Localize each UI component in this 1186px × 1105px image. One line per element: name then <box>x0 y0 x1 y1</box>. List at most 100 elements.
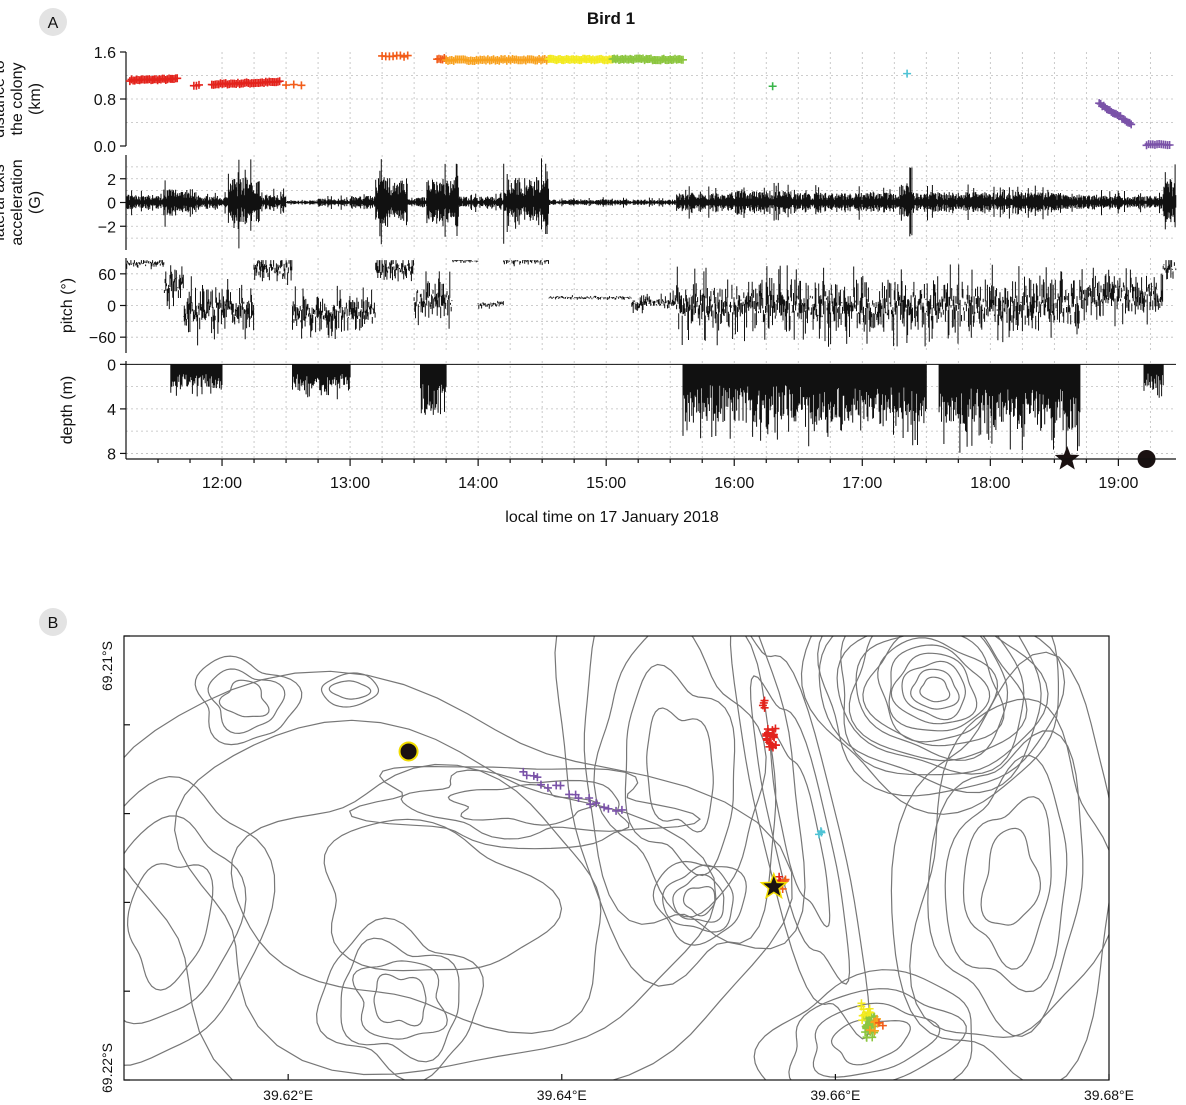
contour-line <box>173 719 717 1076</box>
gps-fix <box>543 783 552 792</box>
distance-y-tick-label: 0.8 <box>94 92 116 109</box>
panel-a-badge-text: A <box>48 15 59 32</box>
contour-line <box>980 827 1042 926</box>
contour-line <box>124 670 793 1080</box>
contour-line <box>328 680 372 700</box>
contour-line <box>340 937 460 1063</box>
contour-line <box>919 676 951 703</box>
acceleration-y-label: lateral axis <box>0 164 8 240</box>
gps-fixes <box>519 696 887 1042</box>
distance-point <box>403 51 412 60</box>
distance-point <box>396 51 405 60</box>
time-tick-label: 13:00 <box>330 475 370 492</box>
contour-line <box>749 675 851 985</box>
panel-depth: 0 4 8 depth (m) <box>59 357 1176 470</box>
contour-line <box>910 668 960 710</box>
contour-line <box>646 707 714 833</box>
distance-point <box>289 80 298 89</box>
contour-line <box>944 754 1068 993</box>
map-x-tick-label: 39.64°E <box>537 1087 587 1103</box>
gps-fix <box>529 771 538 780</box>
bathymetry-contours <box>124 636 1109 1080</box>
gps-fix <box>768 726 777 735</box>
pitch-y-tick-label: 0 <box>107 299 116 316</box>
pitch-y-tick-label: −60 <box>89 330 116 347</box>
distance-point <box>1165 140 1174 149</box>
gps-fix <box>874 1018 883 1027</box>
gps-fix <box>861 1022 870 1031</box>
panel-distance: 0.0 0.8 1.6 distance to the colony (km) <box>0 45 1176 156</box>
gps-fix <box>763 736 772 745</box>
gps-fix <box>585 793 594 802</box>
contour-line <box>682 885 716 917</box>
gps-fix <box>775 872 784 881</box>
map-x-tick-label: 39.68°E <box>1084 1087 1134 1103</box>
distance-point <box>400 52 409 61</box>
pitch-series <box>125 260 1177 347</box>
panel-b-badge: B <box>39 608 67 636</box>
gps-fix <box>870 1028 879 1037</box>
contour-line <box>207 668 286 735</box>
contour-line <box>652 860 747 946</box>
depth-y-label: depth (m) <box>59 376 76 444</box>
depth-y-tick-label: 8 <box>107 446 116 463</box>
distance-point <box>679 55 688 64</box>
time-series-panels: 0.0 0.8 1.6 distance to the colony (km) 2 0 −2 la… <box>0 45 1177 470</box>
contour-line <box>447 783 597 826</box>
contour-line <box>848 636 1028 762</box>
contour-line <box>672 873 725 923</box>
contour-line <box>890 652 978 725</box>
contour-line <box>124 775 276 1066</box>
distance-grid <box>126 52 1176 146</box>
contour-line <box>583 636 777 944</box>
contour-line <box>855 636 1009 761</box>
contour-line <box>126 863 214 991</box>
contour-line <box>817 636 1066 797</box>
distance-y-label: the colony <box>9 63 26 136</box>
gps-fix <box>771 741 780 750</box>
depth-trace <box>126 363 1176 454</box>
time-tick-label: 19:00 <box>1098 475 1138 492</box>
acceleration-y-tick-label: 0 <box>107 196 116 213</box>
distance-point <box>1125 118 1134 127</box>
contour-line <box>962 796 1052 970</box>
distance-point <box>233 78 242 87</box>
contour-line <box>769 732 831 928</box>
acceleration-y-tick-label: 2 <box>107 172 116 189</box>
panel-b-badge-text: B <box>48 615 59 632</box>
contour-line <box>877 637 999 743</box>
gps-fix <box>865 1008 874 1017</box>
time-tick-label: 12:00 <box>202 475 242 492</box>
contour-line <box>840 636 1049 776</box>
distance-y-tick-label: 1.6 <box>94 45 116 62</box>
contour-line <box>909 698 1109 1039</box>
gps-fix <box>586 800 595 809</box>
contour-line <box>753 969 973 1080</box>
map-x-tick-label: 39.62°E <box>263 1087 313 1103</box>
distance-point <box>903 69 912 78</box>
contour-line <box>320 672 380 708</box>
contour-line <box>554 636 806 987</box>
acceleration-y-label: acceleration <box>9 159 26 245</box>
time-axis-label: local time on 17 January 2018 <box>505 509 719 526</box>
gps-fix <box>759 698 768 707</box>
map-x-tick-label: 39.66°E <box>810 1087 860 1103</box>
contour-line <box>901 660 967 721</box>
depth-series <box>126 363 1176 454</box>
depth-y-tick-label: 0 <box>107 357 116 374</box>
contour-line <box>593 636 767 918</box>
map-y-tick-label-bottom: 69.22°S <box>99 1043 115 1093</box>
colony-circle-marker <box>398 741 419 762</box>
bathymetry-map: 39.62°E 39.64°E 39.66°E 39.68°E 69.21°S 69.22… <box>99 635 1134 1103</box>
star-marker <box>1054 446 1080 470</box>
contour-line <box>662 864 734 933</box>
pitch-y-label: pitch (°) <box>59 278 76 333</box>
gps-fix <box>873 1019 882 1028</box>
panel-acceleration: 2 0 −2 lateral axis acceleration (G) <box>0 155 1177 250</box>
acceleration-trace <box>125 158 1177 249</box>
distance-point <box>282 81 291 90</box>
gps-fix <box>769 730 778 739</box>
contour-line <box>624 663 736 877</box>
gps-fix <box>556 781 565 790</box>
